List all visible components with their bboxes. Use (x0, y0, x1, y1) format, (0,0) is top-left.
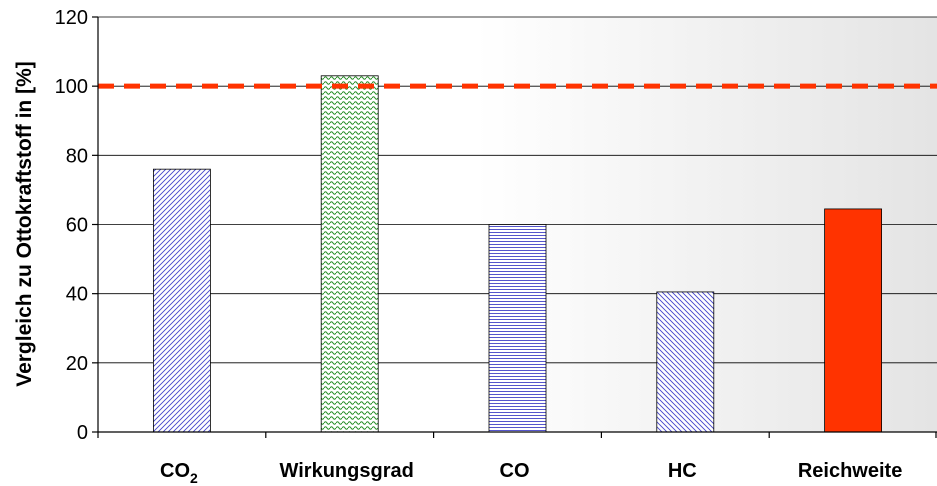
bars (152, 75, 882, 433)
y-tick-label-6: 120 (55, 7, 88, 29)
y-tick-label-2: 40 (66, 284, 88, 306)
y-axis-title: Vergleich zu Ottokraftstoff in [%] (13, 61, 36, 387)
y-tick-label-0: 0 (77, 422, 88, 444)
bar-2 (488, 224, 547, 433)
y-tick-label-5: 100 (55, 76, 88, 98)
y-tick-label-4: 80 (66, 145, 88, 167)
bar-0 (152, 168, 211, 433)
axes (92, 16, 937, 438)
bar-3 (656, 291, 715, 433)
category-labels: CO2 Wirkungsgrad CO HC Reichweite (160, 460, 902, 486)
y-tick-labels: 0 20 40 60 80 100 120 (55, 7, 88, 444)
bar-1 (320, 75, 379, 433)
y-tick-label-1: 20 (66, 353, 88, 375)
bar-4 (824, 208, 882, 433)
category-label-4: Reichweite (798, 460, 902, 482)
category-label-2: CO (500, 460, 530, 482)
category-label-1: Wirkungsgrad (280, 460, 414, 482)
category-label-0: CO2 (160, 460, 198, 486)
y-tick-label-3: 60 (66, 215, 88, 237)
category-label-3: HC (668, 460, 697, 482)
